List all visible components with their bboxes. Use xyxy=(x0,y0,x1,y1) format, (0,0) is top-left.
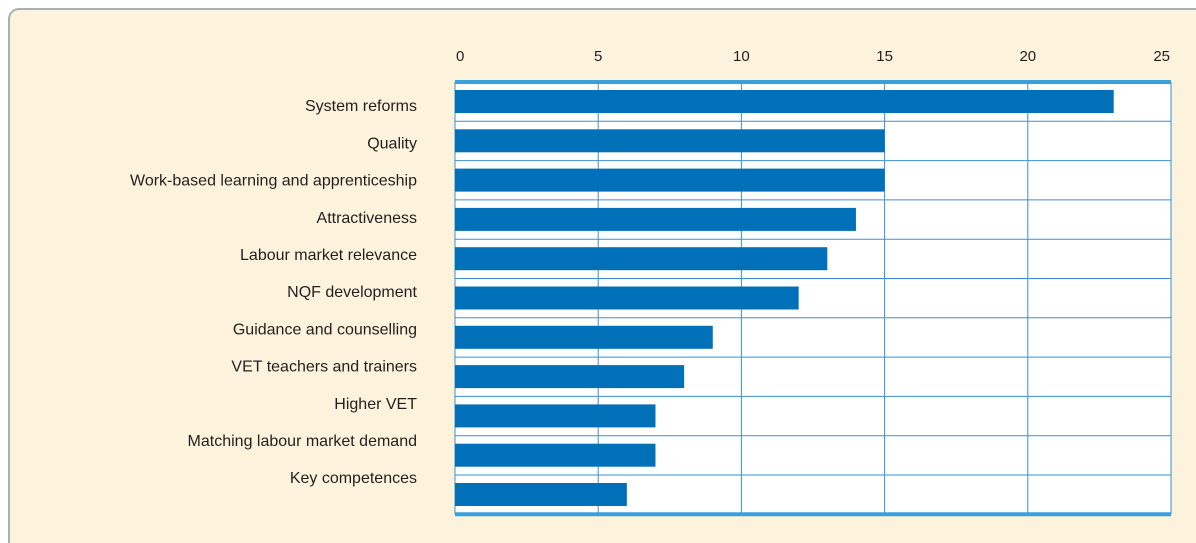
x-tick-label: 5 xyxy=(594,48,602,65)
x-tick-label: 10 xyxy=(733,48,750,65)
y-category-label: System reforms xyxy=(305,98,417,115)
y-category-label: Higher VET xyxy=(334,396,417,413)
y-category-label: NQF development xyxy=(287,284,417,301)
y-category-label: VET teachers and trainers xyxy=(231,359,417,376)
bar xyxy=(455,90,1114,113)
bar xyxy=(455,404,656,428)
y-category-label: Quality xyxy=(367,135,417,152)
x-tick-label: 25 xyxy=(1153,48,1170,65)
bar xyxy=(455,286,799,310)
bar xyxy=(455,207,856,231)
bar xyxy=(455,168,885,192)
bar xyxy=(455,129,885,153)
x-tick-label: 0 xyxy=(456,48,464,65)
x-tick-label: 20 xyxy=(1019,48,1036,65)
y-category-label: Attractiveness xyxy=(317,210,417,227)
y-category-label: Key competences xyxy=(290,470,417,487)
bar xyxy=(455,443,656,467)
y-category-label: Guidance and counselling xyxy=(233,321,417,338)
y-category-label: Matching labour market demand xyxy=(188,433,417,450)
y-category-label: Work-based learning and apprenticeship xyxy=(130,173,417,190)
bar xyxy=(455,325,713,349)
y-category-label: Labour market relevance xyxy=(240,247,417,264)
bar xyxy=(455,365,685,389)
bar xyxy=(455,247,828,271)
bar xyxy=(455,483,627,506)
x-tick-label: 15 xyxy=(876,48,893,65)
